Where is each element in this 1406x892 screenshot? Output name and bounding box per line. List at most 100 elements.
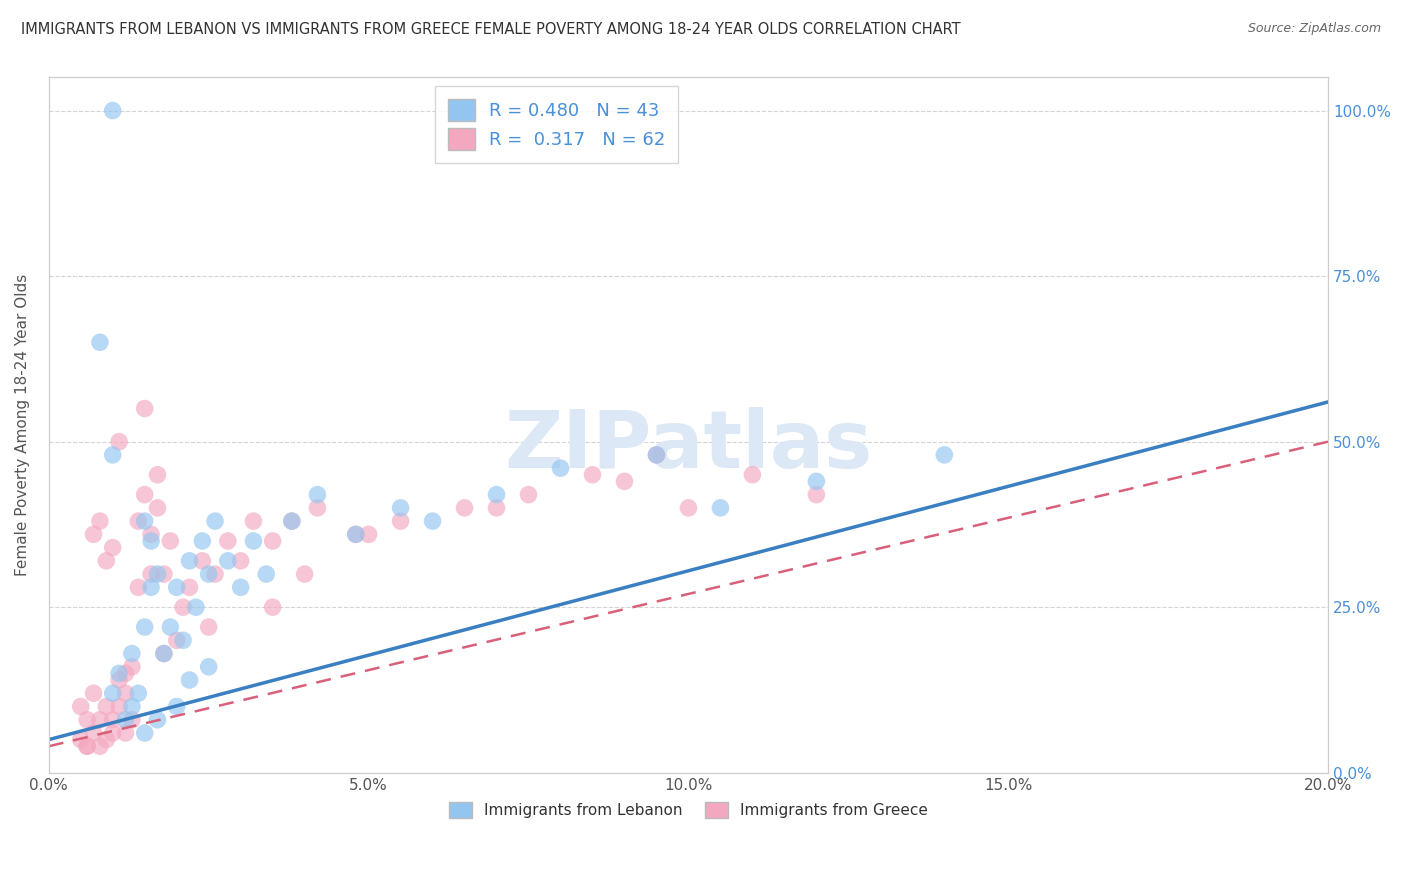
Point [127,686,149,700]
Point [83,686,105,700]
Point [134,488,156,502]
Point [307,500,329,515]
Point [613,475,636,489]
Point [166,699,188,714]
Point [139,527,162,541]
Point [934,448,956,462]
Point [127,514,149,528]
Point [108,673,131,687]
Point [114,726,136,740]
Point [108,434,131,449]
Point [678,500,700,515]
Point [191,554,214,568]
Point [114,666,136,681]
Point [485,500,508,515]
Point [217,554,239,568]
Point [153,647,176,661]
Point [389,500,412,515]
Point [550,461,572,475]
Text: Source: ZipAtlas.com: Source: ZipAtlas.com [1247,22,1381,36]
Point [76,739,98,754]
Point [134,514,156,528]
Point [262,600,284,615]
Point [89,335,111,350]
Point [89,739,111,754]
Point [114,713,136,727]
Point [146,500,169,515]
Point [645,448,668,462]
Point [69,732,91,747]
Point [101,448,124,462]
Point [179,673,201,687]
Point [166,633,188,648]
Point [134,401,156,416]
Point [191,533,214,548]
Point [389,514,412,528]
Point [422,514,444,528]
Point [741,467,763,482]
Point [357,527,380,541]
Point [197,660,219,674]
Point [172,633,194,648]
Point [121,699,143,714]
Y-axis label: Female Poverty Among 18-24 Year Olds: Female Poverty Among 18-24 Year Olds [15,274,30,576]
Point [581,467,603,482]
Point [242,533,264,548]
Point [96,554,118,568]
Point [134,620,156,634]
Point [101,103,124,118]
Point [134,726,156,740]
Point [146,713,169,727]
Point [344,527,367,541]
Point [121,660,143,674]
Point [69,699,91,714]
Point [153,567,176,582]
Point [108,699,131,714]
Text: IMMIGRANTS FROM LEBANON VS IMMIGRANTS FROM GREECE FEMALE POVERTY AMONG 18-24 YEA: IMMIGRANTS FROM LEBANON VS IMMIGRANTS FR… [21,22,960,37]
Point [204,514,226,528]
Point [172,600,194,615]
Point [517,488,540,502]
Point [121,647,143,661]
Point [153,647,176,661]
Point [197,567,219,582]
Point [281,514,304,528]
Point [96,732,118,747]
Point [96,699,118,714]
Point [281,514,304,528]
Legend: Immigrants from Lebanon, Immigrants from Greece: Immigrants from Lebanon, Immigrants from… [443,796,935,824]
Point [139,580,162,594]
Point [101,686,124,700]
Point [101,713,124,727]
Point [89,514,111,528]
Point [108,666,131,681]
Point [159,533,181,548]
Point [229,580,252,594]
Point [709,500,731,515]
Point [242,514,264,528]
Point [89,713,111,727]
Point [179,554,201,568]
Point [76,713,98,727]
Point [344,527,367,541]
Point [139,567,162,582]
Point [262,533,284,548]
Point [197,620,219,634]
Point [101,541,124,555]
Point [453,500,475,515]
Point [229,554,252,568]
Point [146,567,169,582]
Point [139,533,162,548]
Point [76,739,98,754]
Point [83,726,105,740]
Point [121,713,143,727]
Point [307,488,329,502]
Point [127,580,149,594]
Point [166,580,188,594]
Point [146,467,169,482]
Point [806,475,828,489]
Point [179,580,201,594]
Point [485,488,508,502]
Point [114,686,136,700]
Point [217,533,239,548]
